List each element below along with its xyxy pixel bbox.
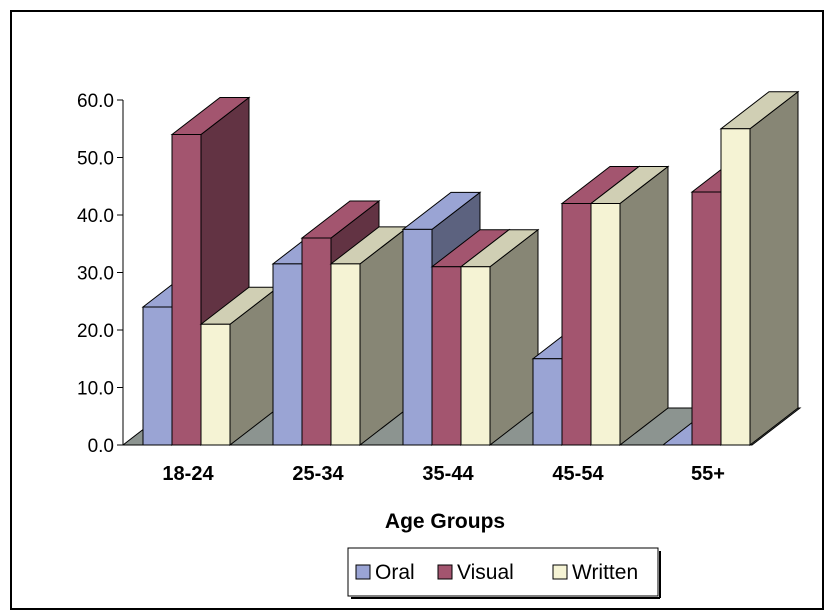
legend-label-written: Written	[572, 561, 638, 584]
bar-written-25-34	[329, 225, 410, 447]
legend-label-visual: Visual	[457, 561, 514, 584]
y-tick-label: 60.0	[77, 91, 114, 112]
x-category-label: 25-34	[292, 463, 344, 485]
x-category-label: 18-24	[162, 463, 214, 485]
legend-swatch-written	[552, 564, 568, 580]
y-tick-label: 20.0	[77, 321, 114, 342]
x-category-label: 35-44	[422, 463, 474, 485]
y-tick-label: 40.0	[77, 206, 114, 227]
y-tick-label: 10.0	[77, 379, 114, 400]
legend-swatch-visual	[437, 564, 453, 580]
y-tick-label: 0.0	[88, 436, 114, 457]
bar-written-55+	[719, 90, 800, 447]
bar-written-18-24	[199, 286, 280, 447]
legend: Oral Visual Written	[347, 547, 661, 599]
y-tick-label: 30.0	[77, 264, 114, 285]
y-tick-label: 50.0	[77, 149, 114, 170]
bars	[141, 90, 800, 447]
x-axis-categories: 18-24 25-34 35-44 45-54 55+	[162, 463, 725, 485]
x-category-label: 55+	[691, 463, 725, 485]
legend-label-oral: Oral	[375, 561, 415, 584]
x-category-label: 45-54	[552, 463, 604, 485]
y-axis: 0.0 10.0 20.0 30.0 40.0 50.0 60.0	[77, 91, 124, 457]
legend-swatch-oral	[355, 564, 371, 580]
legend-box	[347, 547, 659, 597]
bar-written-35-44	[459, 228, 540, 447]
bar-written-45-54	[589, 165, 670, 447]
x-axis-title: Age Groups	[385, 510, 505, 533]
